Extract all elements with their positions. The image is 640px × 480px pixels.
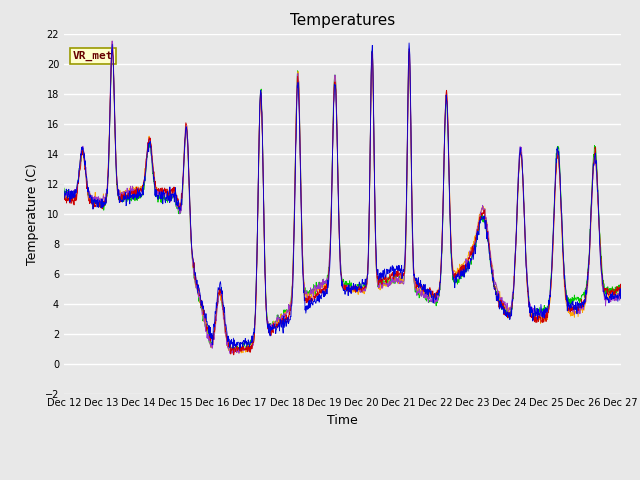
- HMP45 T: [308, 301, 316, 307]
- Old Ref Temp: [103, 185, 111, 191]
- AM25T Ref: [60, 185, 68, 191]
- Line: Panel T: Panel T: [64, 49, 621, 355]
- HMP45 T: [126, 201, 134, 207]
- Legend: Panel T, Old Ref Temp, AM25T Ref, HMP45 T, CNR1 PRT: Panel T, Old Ref Temp, AM25T Ref, HMP45 …: [112, 477, 573, 480]
- Old Ref Temp: [308, 288, 316, 294]
- Panel T: [308, 297, 316, 302]
- Panel T: [318, 289, 326, 295]
- AM25T Ref: [126, 195, 134, 201]
- Line: CNR1 PRT: CNR1 PRT: [64, 41, 621, 353]
- AM25T Ref: [378, 281, 385, 287]
- Old Ref Temp: [378, 281, 385, 287]
- Panel T: [230, 352, 237, 358]
- HMP45 T: [378, 277, 385, 283]
- AM25T Ref: [103, 193, 111, 199]
- Panel T: [60, 192, 68, 198]
- CNR1 PRT: [103, 186, 111, 192]
- Panel T: [297, 176, 305, 182]
- CNR1 PRT: [617, 294, 625, 300]
- Panel T: [126, 191, 134, 196]
- HMP45 T: [405, 40, 413, 46]
- Line: AM25T Ref: AM25T Ref: [64, 51, 621, 352]
- Panel T: [405, 46, 413, 52]
- AM25T Ref: [297, 167, 305, 172]
- Old Ref Temp: [319, 280, 326, 286]
- CNR1 PRT: [319, 278, 326, 284]
- HMP45 T: [297, 178, 305, 184]
- Text: VR_met: VR_met: [72, 51, 113, 61]
- AM25T Ref: [308, 288, 316, 294]
- AM25T Ref: [368, 48, 376, 54]
- AM25T Ref: [318, 282, 326, 288]
- Title: Temperatures: Temperatures: [290, 13, 395, 28]
- CNR1 PRT: [297, 187, 305, 193]
- HMP45 T: [236, 347, 244, 352]
- HMP45 T: [617, 286, 625, 291]
- CNR1 PRT: [108, 38, 116, 44]
- Old Ref Temp: [108, 38, 116, 44]
- Panel T: [103, 191, 111, 196]
- Old Ref Temp: [235, 350, 243, 356]
- CNR1 PRT: [308, 289, 316, 295]
- Line: HMP45 T: HMP45 T: [64, 43, 621, 349]
- Panel T: [378, 276, 385, 282]
- HMP45 T: [60, 188, 68, 194]
- AM25T Ref: [617, 287, 625, 292]
- Old Ref Temp: [60, 193, 68, 199]
- CNR1 PRT: [126, 189, 134, 195]
- Y-axis label: Temperature (C): Temperature (C): [26, 163, 39, 264]
- Old Ref Temp: [617, 288, 625, 294]
- Panel T: [617, 286, 625, 292]
- AM25T Ref: [229, 349, 237, 355]
- CNR1 PRT: [60, 193, 68, 199]
- Old Ref Temp: [126, 188, 134, 194]
- HMP45 T: [103, 186, 111, 192]
- Old Ref Temp: [297, 185, 305, 191]
- X-axis label: Time: Time: [327, 414, 358, 427]
- HMP45 T: [318, 290, 326, 296]
- CNR1 PRT: [226, 350, 234, 356]
- CNR1 PRT: [378, 282, 385, 288]
- Line: Old Ref Temp: Old Ref Temp: [64, 41, 621, 353]
